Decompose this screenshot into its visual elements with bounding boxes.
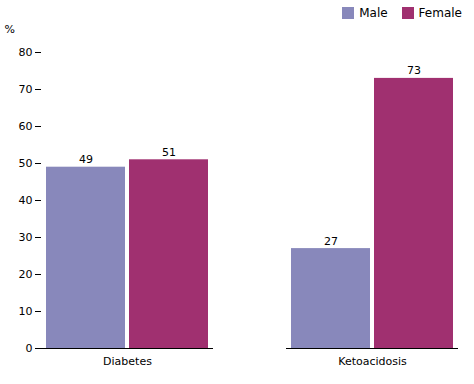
svg-text:40: 40 [19, 194, 33, 207]
svg-text:73: 73 [407, 64, 421, 77]
svg-text:50: 50 [19, 157, 33, 170]
svg-text:70: 70 [19, 83, 33, 96]
svg-text:0: 0 [26, 342, 33, 355]
svg-text:Diabetes: Diabetes [103, 355, 152, 368]
svg-text:60: 60 [19, 120, 33, 133]
svg-text:80: 80 [19, 46, 33, 59]
html-text:Female: Female [418, 6, 462, 20]
svg-text:%: % [5, 23, 15, 36]
svg-text:49: 49 [79, 153, 93, 166]
svg-text:Ketoacidosis: Ketoacidosis [338, 355, 407, 368]
svg-text:30: 30 [19, 231, 33, 244]
svg-text:10: 10 [19, 305, 33, 318]
svg-text:20: 20 [19, 268, 33, 281]
svg-text:27: 27 [324, 235, 338, 248]
svg-text:51: 51 [162, 146, 176, 159]
html-text:Male: Male [359, 6, 388, 20]
